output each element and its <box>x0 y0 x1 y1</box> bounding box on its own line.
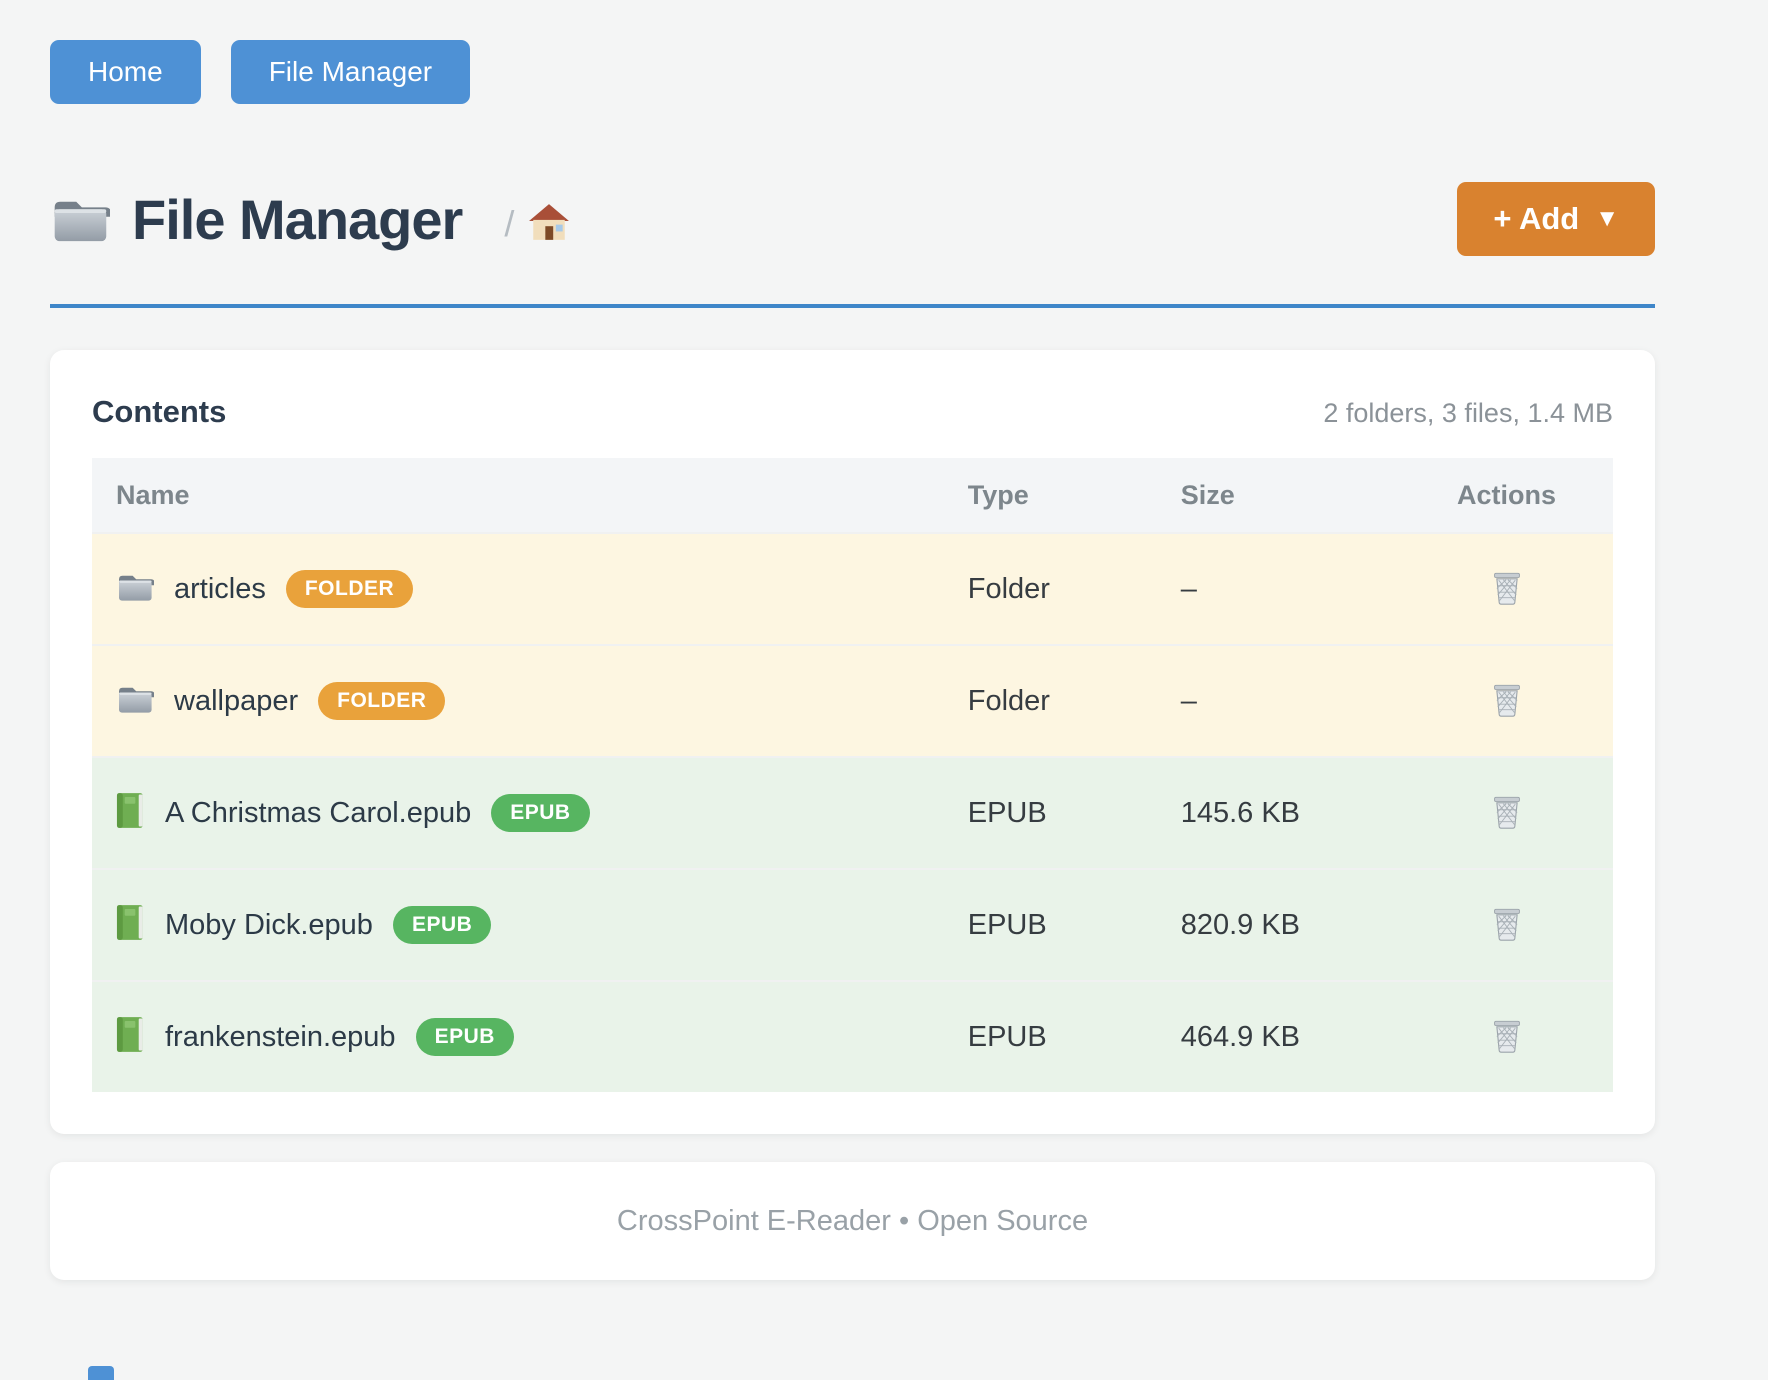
table-row[interactable]: articles FOLDER Folder – <box>92 532 1613 644</box>
contents-heading: Contents <box>92 394 227 429</box>
delete-button[interactable] <box>1486 679 1528 722</box>
delete-button[interactable] <box>1486 567 1528 610</box>
contents-summary: 2 folders, 3 files, 1.4 MB <box>1323 398 1613 428</box>
file-name-cell[interactable]: wallpaper FOLDER <box>92 682 944 720</box>
trash-icon <box>1492 907 1522 942</box>
file-size: 145.6 KB <box>1180 796 1301 829</box>
table-row[interactable]: Moby Dick.epub EPUB EPUB 820.9 KB <box>92 868 1613 980</box>
home-icon[interactable] <box>528 201 570 248</box>
column-header-actions: Actions <box>1457 479 1557 510</box>
file-name-cell[interactable]: Moby Dick.epub EPUB <box>92 904 944 946</box>
chevron-down-icon: ▼ <box>1595 205 1619 232</box>
table-row[interactable]: A Christmas Carol.epub EPUB EPUB 145.6 K… <box>92 756 1613 868</box>
page: Home File Manager File Manager / + Add ▼… <box>50 40 1655 1280</box>
file-name[interactable]: articles <box>174 572 266 605</box>
file-size: – <box>1180 684 1197 717</box>
page-title: File Manager <box>132 187 463 251</box>
file-name-cell[interactable]: frankenstein.epub EPUB <box>92 1016 944 1058</box>
table-row[interactable]: frankenstein.epub EPUB EPUB 464.9 KB <box>92 980 1613 1092</box>
folder-icon <box>116 571 154 608</box>
table-row[interactable]: wallpaper FOLDER Folder – <box>92 644 1613 756</box>
file-name[interactable]: frankenstein.epub <box>165 1020 396 1053</box>
file-manager-button[interactable]: File Manager <box>230 40 471 104</box>
contents-card-header: Contents 2 folders, 3 files, 1.4 MB <box>92 394 1613 430</box>
contents-card: Contents 2 folders, 3 files, 1.4 MB Name… <box>50 350 1655 1134</box>
trash-icon <box>1492 683 1522 718</box>
delete-button[interactable] <box>1486 903 1528 946</box>
add-button-label: + Add <box>1493 201 1580 236</box>
add-button[interactable]: + Add ▼ <box>1457 182 1655 256</box>
folder-icon <box>116 683 154 720</box>
file-name-cell[interactable]: articles FOLDER <box>92 570 944 608</box>
breadcrumb: / <box>504 201 570 248</box>
top-nav: Home File Manager <box>50 40 1655 104</box>
file-type: Folder <box>967 572 1050 605</box>
green-book-icon <box>116 904 145 946</box>
file-size: 464.9 KB <box>1180 1020 1301 1053</box>
file-name-cell[interactable]: A Christmas Carol.epub EPUB <box>92 792 944 834</box>
type-badge: EPUB <box>491 794 590 832</box>
table-header-row: Name Type Size Actions <box>92 458 1613 532</box>
column-header-type: Type <box>967 479 1029 510</box>
folder-icon <box>50 194 110 245</box>
file-table: Name Type Size Actions articles FOLDER F… <box>92 458 1613 1092</box>
trash-icon <box>1492 1019 1522 1054</box>
page-header: File Manager / + Add ▼ <box>50 182 1655 256</box>
type-badge: FOLDER <box>285 570 414 608</box>
type-badge: FOLDER <box>318 682 446 720</box>
footer-text: CrossPoint E-Reader • Open Source <box>616 1204 1089 1237</box>
breadcrumb-separator: / <box>504 203 515 244</box>
column-header-name: Name <box>116 479 190 510</box>
type-badge: EPUB <box>415 1018 514 1056</box>
file-type: EPUB <box>967 796 1047 829</box>
file-name[interactable]: wallpaper <box>174 684 299 717</box>
green-book-icon <box>116 792 145 834</box>
delete-button[interactable] <box>1486 1015 1528 1058</box>
trash-icon <box>1492 795 1522 830</box>
footer: CrossPoint E-Reader • Open Source <box>50 1162 1655 1280</box>
delete-button[interactable] <box>1486 791 1528 834</box>
file-name[interactable]: Moby Dick.epub <box>165 908 373 941</box>
header-divider <box>50 304 1655 308</box>
column-header-size: Size <box>1180 479 1235 510</box>
green-book-icon <box>116 1016 145 1058</box>
file-name[interactable]: A Christmas Carol.epub <box>165 796 472 829</box>
type-badge: EPUB <box>392 906 492 944</box>
file-size: 820.9 KB <box>1180 908 1301 941</box>
file-type: Folder <box>967 684 1050 717</box>
file-size: – <box>1180 572 1197 605</box>
file-type: EPUB <box>967 1020 1047 1053</box>
partial-button-artifact <box>88 1366 114 1380</box>
title-group: File Manager / <box>50 187 1457 252</box>
trash-icon <box>1492 571 1522 606</box>
file-type: EPUB <box>967 908 1047 941</box>
home-button[interactable]: Home <box>50 40 201 104</box>
